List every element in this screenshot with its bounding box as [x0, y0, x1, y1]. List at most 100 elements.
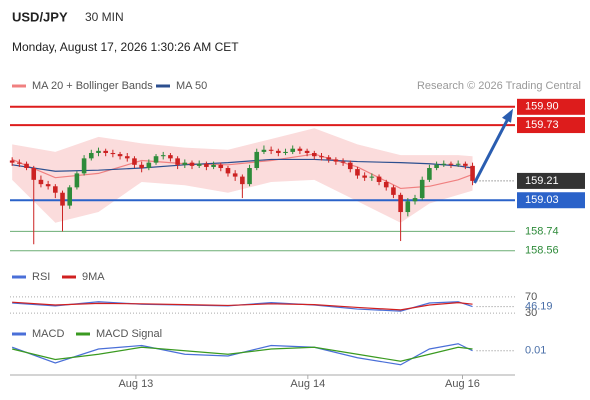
candle-body — [448, 163, 454, 165]
interval: 30 MIN — [85, 10, 124, 24]
candle-body — [405, 201, 411, 213]
candle-body — [225, 168, 231, 174]
candle-body — [132, 158, 137, 165]
candle-body — [268, 149, 274, 151]
credit: Research © 2026 Trading Central — [417, 80, 581, 92]
candle-body — [74, 173, 80, 188]
candle-body — [441, 163, 447, 165]
candle-body — [124, 156, 130, 159]
candle-body — [362, 175, 367, 178]
level-box — [517, 192, 585, 209]
candle-body — [311, 152, 317, 157]
x-tick-label: Aug 14 — [290, 378, 325, 390]
candle-body — [376, 176, 382, 182]
candle-body — [38, 179, 44, 185]
last-price-label: 159.21 — [525, 175, 559, 187]
level-box — [517, 98, 585, 115]
candle-body — [31, 168, 37, 180]
candle-body — [383, 181, 389, 188]
candle-body — [218, 164, 224, 169]
candle-body — [53, 186, 58, 193]
candle-body — [369, 176, 375, 178]
level-box — [517, 117, 585, 134]
candle-body — [455, 163, 461, 165]
series-line — [12, 158, 473, 172]
candle-body — [434, 164, 439, 169]
series-line — [11, 343, 473, 366]
level-label: 159.90 — [525, 101, 559, 113]
candle-body — [189, 162, 195, 166]
candle-body — [232, 173, 238, 177]
legend-label: MACD Signal — [96, 328, 162, 340]
candle-body — [276, 150, 281, 153]
candle-body — [60, 192, 65, 206]
symbol: USD/JPY — [12, 9, 68, 24]
series-line — [11, 153, 473, 190]
candle-body — [470, 165, 475, 181]
candle-body — [9, 160, 15, 163]
current-label: 46.19 — [525, 300, 553, 312]
candle-body — [88, 152, 94, 159]
candle-body — [67, 187, 73, 206]
series-line — [12, 346, 473, 362]
candle-body — [96, 150, 101, 153]
candle-body — [204, 163, 209, 167]
candle-body — [254, 151, 260, 169]
candle-body — [160, 155, 166, 157]
candle-body — [283, 151, 288, 153]
candle-body — [398, 194, 403, 213]
candle-body — [412, 198, 418, 202]
candle-body — [319, 156, 324, 158]
x-tick-label: Aug 13 — [118, 378, 153, 390]
candle-body — [211, 164, 216, 167]
series-line — [12, 301, 473, 311]
candle-body — [182, 162, 188, 165]
y-tick-label: 30 — [525, 307, 537, 319]
level-label: 159.03 — [525, 194, 559, 206]
candle-body — [45, 184, 51, 187]
target-arrow — [473, 114, 512, 184]
candle-body — [110, 152, 116, 155]
candle-body — [153, 156, 159, 163]
candle-body — [117, 154, 123, 157]
candle-body — [463, 163, 468, 166]
candle-body — [240, 176, 245, 185]
level-label: 159.73 — [525, 119, 559, 131]
candle-body — [419, 179, 425, 199]
datetime: Monday, August 17, 2026 1:30:26 AM CET — [12, 40, 239, 54]
candle-body — [333, 159, 339, 162]
candle-body — [139, 164, 144, 169]
candle-body — [290, 148, 296, 152]
candle-body — [304, 150, 310, 153]
legend-label: MA 50 — [176, 80, 207, 92]
candle-body — [81, 158, 87, 174]
candle-body — [196, 163, 202, 166]
current-label: 0.01 — [525, 345, 546, 357]
legend-label: MA 20 + Bollinger Bands — [32, 80, 153, 92]
level-label: 158.56 — [525, 245, 559, 257]
legend-label: 9MA — [82, 271, 105, 283]
x-tick-label: Aug 16 — [445, 378, 480, 390]
series-line — [12, 301, 473, 312]
candle-body — [297, 148, 303, 151]
last-price-box — [517, 172, 585, 189]
candle-body — [146, 162, 152, 169]
candle-body — [103, 150, 108, 153]
candle-body — [247, 168, 252, 185]
candle-body — [427, 168, 432, 180]
candle-body — [340, 161, 346, 163]
candle-body — [168, 155, 173, 159]
candle-body — [261, 149, 267, 152]
candle-body — [391, 187, 396, 195]
y-tick-label: 70 — [525, 291, 537, 303]
candle-body — [17, 162, 22, 164]
level-label: 158.74 — [525, 225, 559, 237]
candle-body — [355, 169, 360, 176]
target-arrowhead — [502, 108, 513, 123]
candle-body — [347, 162, 353, 170]
candle-body — [24, 163, 29, 169]
legend-label: MACD — [32, 328, 64, 340]
candle-body — [175, 158, 180, 165]
legend-label: RSI — [32, 271, 50, 283]
